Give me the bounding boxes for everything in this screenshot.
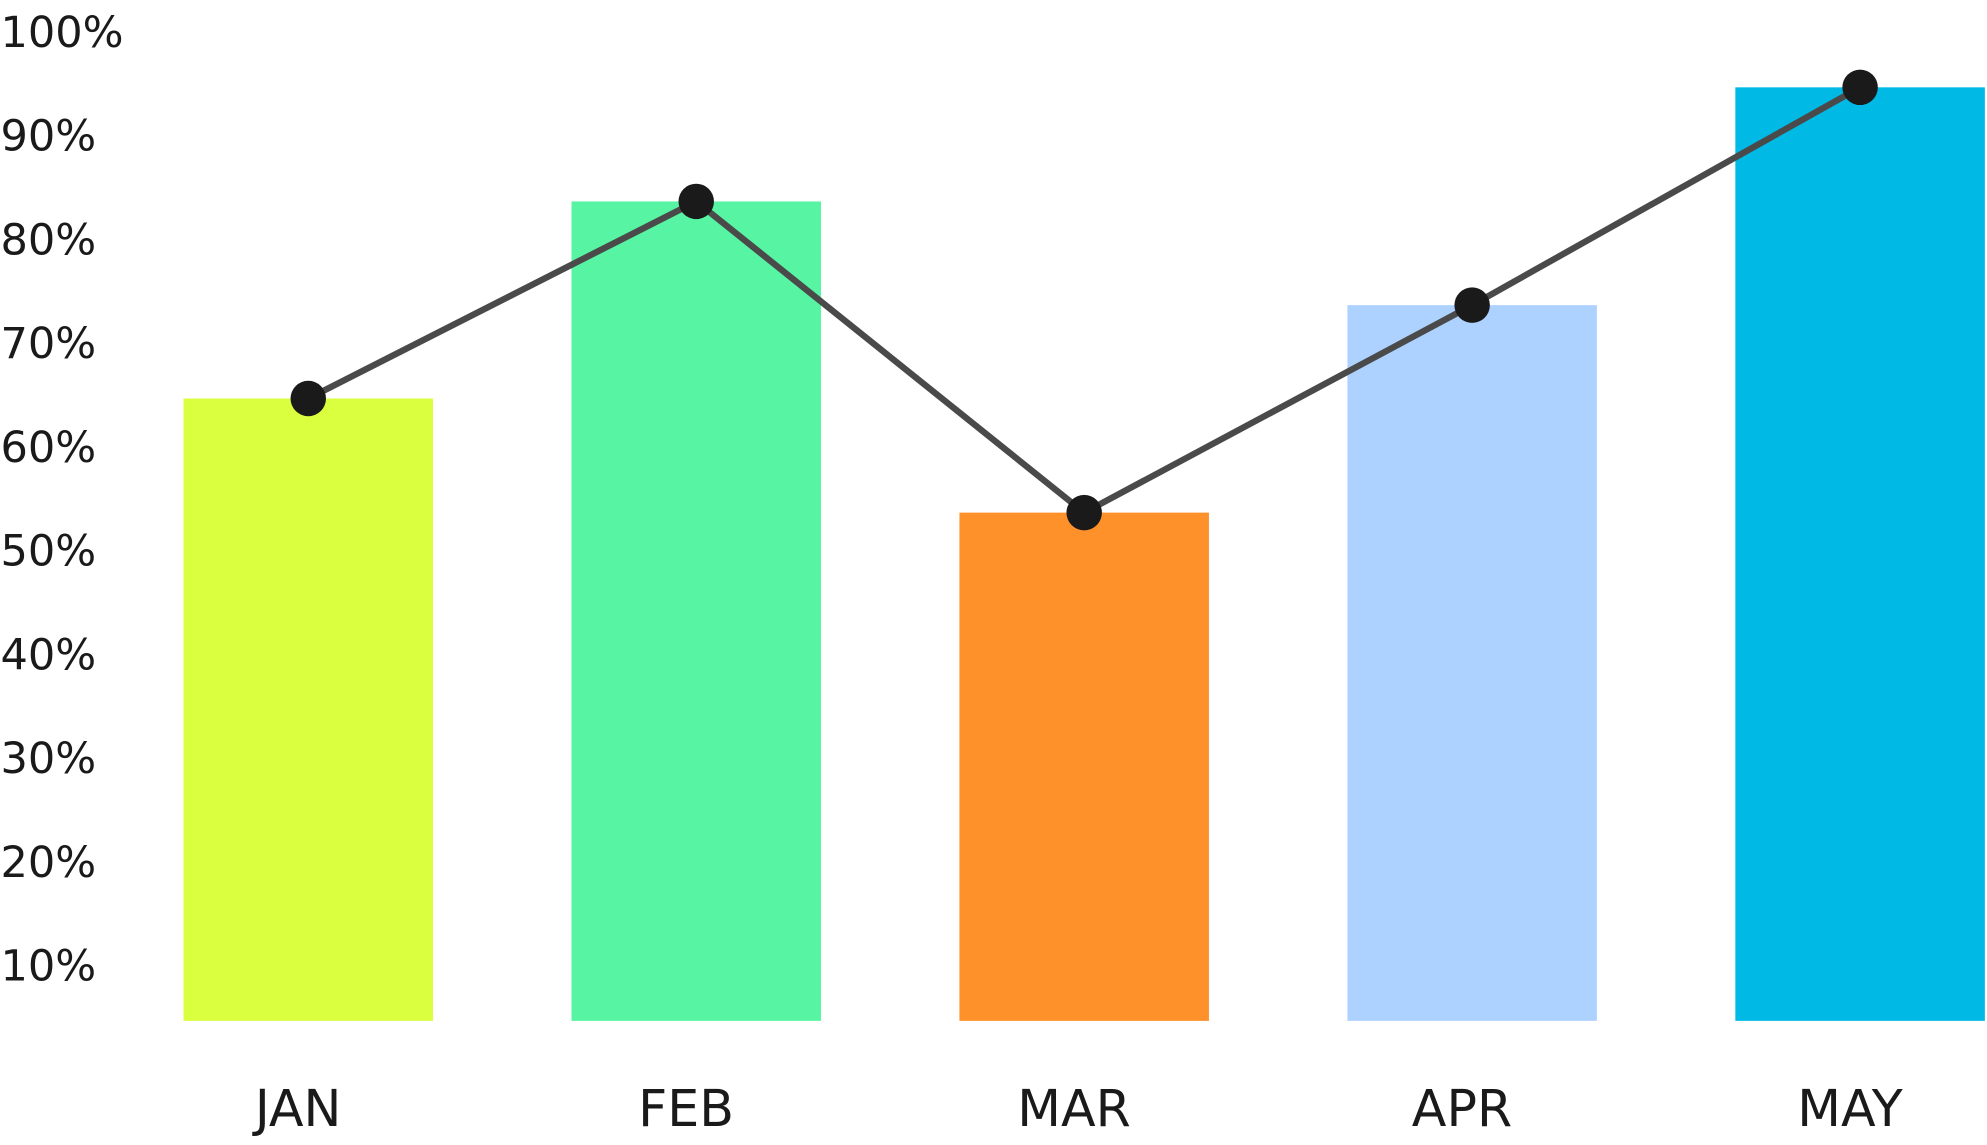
x-tick-label: MAY: [1797, 1079, 1903, 1138]
x-tick-label: APR: [1412, 1079, 1512, 1138]
line-marker: [1842, 69, 1878, 106]
line-marker: [1454, 287, 1490, 323]
line-marker: [678, 183, 714, 220]
x-tick-label: FEB: [638, 1079, 734, 1138]
line-marker: [290, 380, 327, 417]
line-marker: [1066, 494, 1102, 531]
y-tick-label: 30%: [0, 734, 96, 784]
bar: [571, 201, 821, 1021]
y-tick-label: 80%: [0, 215, 96, 265]
bar: [959, 512, 1209, 1021]
y-tick-label: 100%: [0, 8, 123, 58]
x-tick-label: JAN: [252, 1079, 342, 1138]
bar: [1347, 305, 1597, 1021]
x-tick-label: MAR: [1017, 1079, 1131, 1138]
y-tick-label: 50%: [0, 527, 96, 577]
bar: [183, 398, 434, 1021]
y-tick-label: 90%: [0, 112, 96, 162]
bar: [1735, 87, 1985, 1021]
y-tick-label: 20%: [0, 838, 96, 888]
y-tick-label: 60%: [0, 423, 96, 473]
y-tick-label: 10%: [0, 942, 96, 992]
y-tick-label: 40%: [0, 630, 96, 680]
y-tick-label: 70%: [0, 319, 96, 369]
line: [306, 84, 1862, 516]
